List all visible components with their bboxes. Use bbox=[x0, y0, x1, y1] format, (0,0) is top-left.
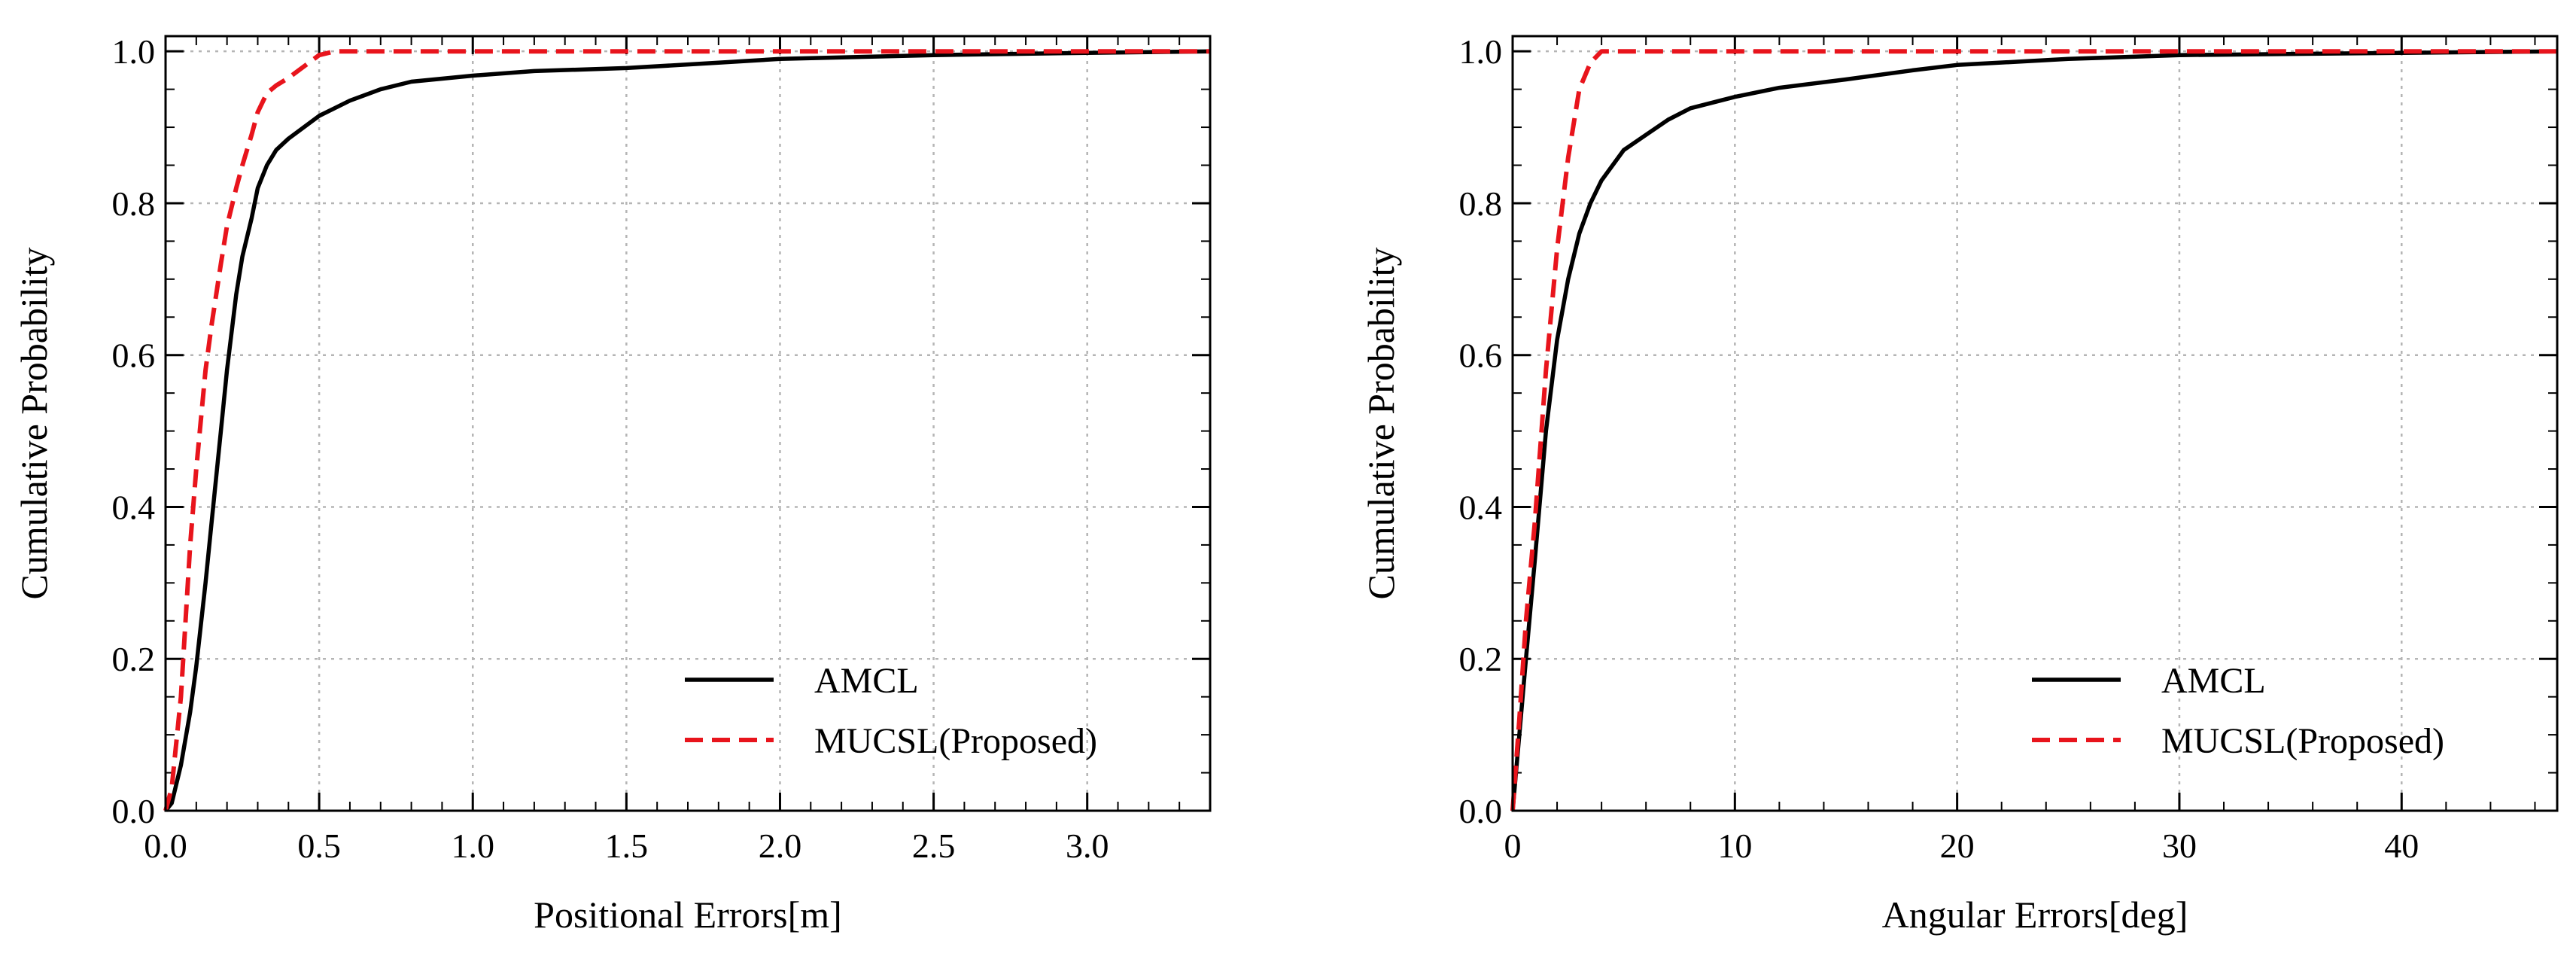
x-tick-label: 0.0 bbox=[144, 827, 187, 865]
series-line-mucsl bbox=[1510, 49, 2557, 811]
legend-label: AMCL bbox=[814, 661, 919, 701]
legend-label: MUCSL(Proposed) bbox=[814, 721, 1097, 761]
x-tick-label: 20 bbox=[1940, 827, 1975, 865]
x-tick-label: 1.5 bbox=[605, 827, 649, 865]
y-tick-label: 0.2 bbox=[1459, 640, 1503, 678]
y-axis-label: Cumulative Probability bbox=[13, 247, 55, 599]
y-tick-label: 1.0 bbox=[1459, 32, 1503, 71]
x-tick-label: 3.0 bbox=[1066, 827, 1109, 865]
y-tick-label: 0.4 bbox=[1459, 488, 1503, 526]
legend-label: MUCSL(Proposed) bbox=[2161, 721, 2444, 761]
x-tick-label: 30 bbox=[2162, 827, 2197, 865]
series-line-mucsl bbox=[163, 49, 1210, 811]
y-tick-label: 0.4 bbox=[112, 488, 156, 526]
legend: AMCL MUCSL(Proposed) bbox=[685, 661, 1097, 761]
x-tick-label: 2.5 bbox=[912, 827, 956, 865]
chart-panel-1: 0.0 0.5 1.0 1.5 2.0 2.5 3.0 0.0 0.2 0.4 0.6 0.8 1.0 P… bbox=[13, 32, 1212, 936]
x-tick-label: 1.0 bbox=[451, 827, 494, 865]
x-tick-label: 0.5 bbox=[297, 827, 341, 865]
x-tick-label: 10 bbox=[1717, 827, 1752, 865]
y-tick-label: 1.0 bbox=[112, 32, 156, 71]
x-axis-label: Angular Errors[deg] bbox=[1882, 894, 2188, 936]
legend: AMCL MUCSL(Proposed) bbox=[2032, 661, 2444, 761]
y-tick-label: 0.0 bbox=[112, 792, 156, 830]
y-axis-label: Cumulative Probability bbox=[1360, 247, 1402, 599]
series-line-amcl bbox=[1510, 49, 2558, 811]
chart-panel-2: 0 10 20 30 40 0.0 0.2 0.4 0.6 0.8 1.0 Angular Error… bbox=[1360, 32, 2559, 936]
y-tick-label: 0.8 bbox=[1459, 184, 1503, 223]
x-tick-label: 2.0 bbox=[759, 827, 802, 865]
x-axis-label: Positional Errors[m] bbox=[534, 894, 842, 936]
y-tick-label: 0.8 bbox=[112, 184, 156, 223]
series-line-amcl bbox=[163, 49, 1211, 812]
axes-frame bbox=[1511, 35, 2559, 812]
y-tick-label: 0.0 bbox=[1459, 792, 1503, 830]
y-tick-label: 0.6 bbox=[1459, 336, 1503, 375]
axes-frame bbox=[164, 35, 1212, 812]
y-tick-label: 0.6 bbox=[112, 336, 156, 375]
x-tick-label: 40 bbox=[2384, 827, 2419, 865]
y-tick-label: 0.2 bbox=[112, 640, 156, 678]
legend-label: AMCL bbox=[2161, 661, 2266, 701]
x-tick-label: 0 bbox=[1504, 827, 1522, 865]
